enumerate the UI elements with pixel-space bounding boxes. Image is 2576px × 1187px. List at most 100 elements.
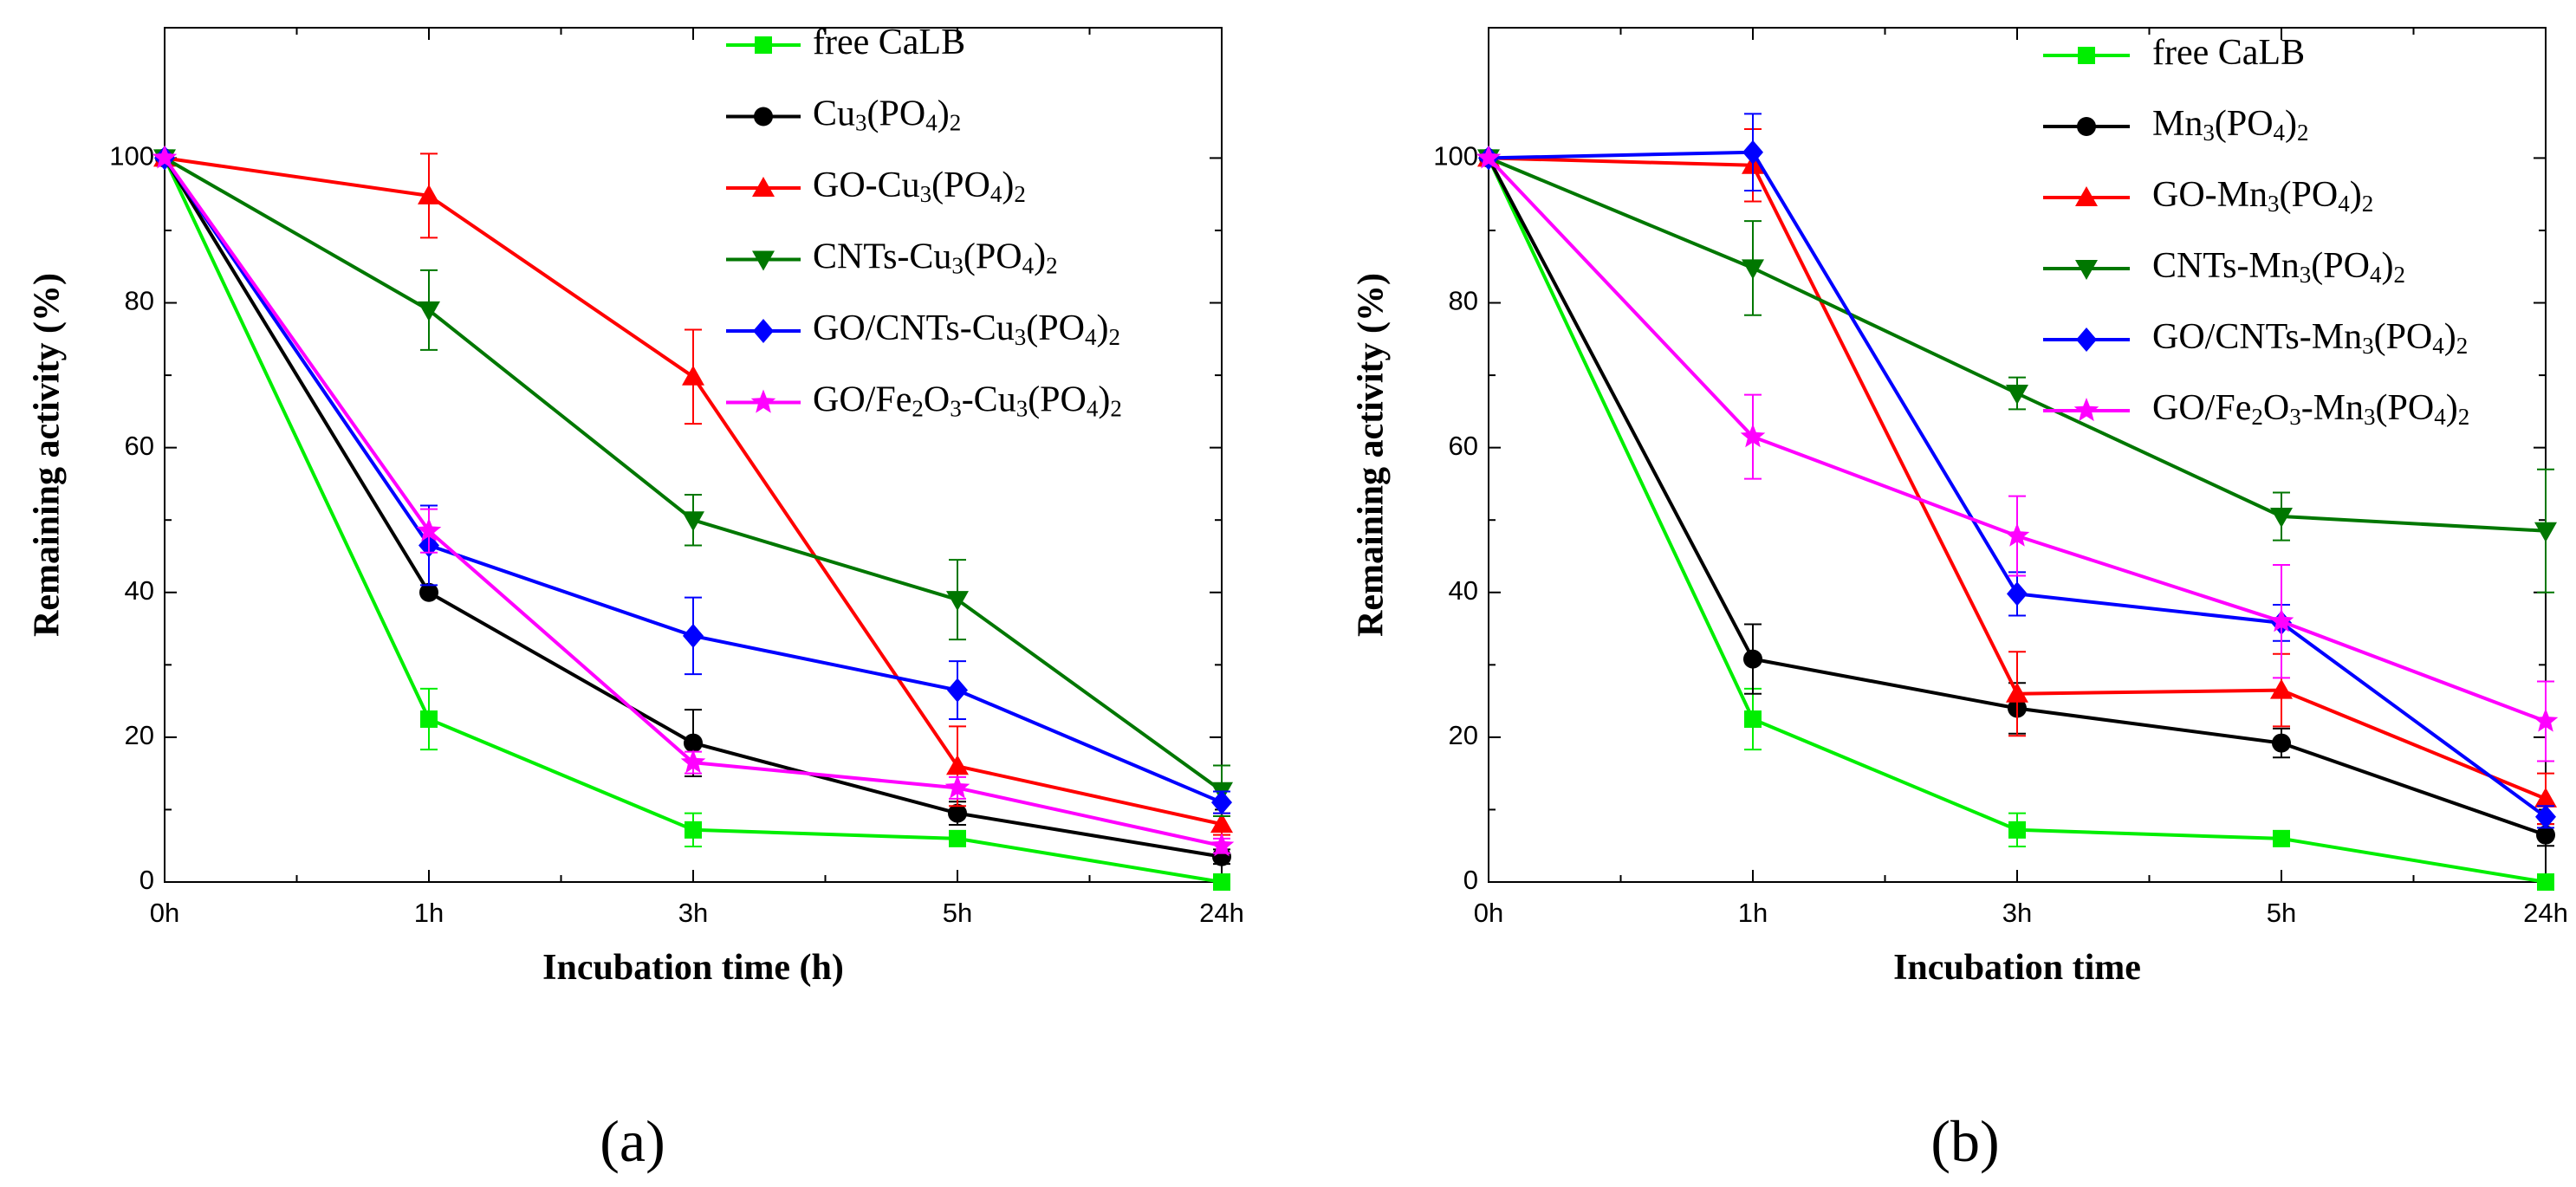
marker-p1-s1-1 <box>1743 649 1762 669</box>
legend-text-part: 3 <box>1015 324 1027 350</box>
chart-panel-a: 0 20 40 60 80 100 0h 1h 3h 5h 24h Incubation time (… <box>28 23 1244 1174</box>
legend-text-part: 2 <box>1108 324 1120 350</box>
legend-text-part: 2 <box>1014 181 1026 207</box>
panel-label: (a) <box>600 1108 665 1174</box>
marker-p1-s3-legend <box>2075 260 2098 280</box>
marker-p1-s2-4 <box>2534 787 2557 808</box>
y-tick-label: 60 <box>125 431 154 461</box>
legend-item: free CaLB <box>726 23 965 62</box>
y-tick-label: 60 <box>1449 431 1478 461</box>
legend-text-part: (PO <box>2311 246 2370 286</box>
legend-item: GO/Fe2O3-Cu3(PO4)2 <box>726 379 1122 422</box>
marker-p1-s3-3 <box>2270 508 2293 529</box>
legend-text-part: (PO <box>2374 317 2433 357</box>
legend-text-part: ) <box>2285 104 2297 144</box>
legend-item: CNTs-Mn3(PO4)2 <box>2043 246 2405 288</box>
marker-p1-s1-3 <box>2272 733 2291 753</box>
y-tick-label: 100 <box>1433 141 1478 172</box>
legend-item: free CaLB <box>2043 33 2305 73</box>
y-tick-label: 20 <box>125 720 154 750</box>
legend-label: free CaLB <box>813 23 965 62</box>
legend-text-part: GO/Fe <box>2152 388 2251 428</box>
x-tick-label: 3h <box>2002 898 2032 928</box>
marker-p1-s4-2 <box>2007 581 2028 606</box>
legend-text-part: 2 <box>2393 262 2405 288</box>
marker-p1-s3-4 <box>2534 522 2557 542</box>
marker-p0-s2-legend <box>752 177 775 197</box>
marker-p1-s2-2 <box>2006 682 2028 703</box>
legend-text-part: GO/CNTs-Mn <box>2152 317 2362 357</box>
legend-text-part: Mn <box>2152 104 2203 144</box>
legend-text-part: (PO <box>2215 104 2274 144</box>
x-tick-label: 0h <box>150 898 179 928</box>
y-tick-label: 80 <box>125 286 154 316</box>
marker-p0-s1-2 <box>684 733 703 753</box>
marker-p0-s1-3 <box>948 803 967 823</box>
legend-label: free CaLB <box>2152 33 2305 73</box>
legend-text-part: -Cu <box>962 379 1016 419</box>
legend-label: GO-Mn3(PO4)2 <box>2152 175 2373 217</box>
marker-p0-s4-2 <box>683 623 704 648</box>
series-line <box>1487 157 2547 723</box>
legend-text-part: 4 <box>925 110 938 136</box>
y-tick-label: 100 <box>109 141 154 172</box>
legend-text-part: 3 <box>2300 262 2312 288</box>
legend-text-part: ) <box>1098 379 1110 419</box>
marker-p1-s5-1 <box>1740 424 1766 448</box>
marker-p0-s2-4 <box>1210 813 1233 833</box>
marker-p1-s5-3 <box>2268 608 2294 632</box>
x-tick-label: 5h <box>2267 898 2296 928</box>
legend-text-part: 4 <box>990 181 1002 207</box>
marker-p0-s3-2 <box>682 511 704 532</box>
marker-p0-s5-1 <box>416 517 442 542</box>
legend-text-part: (PO <box>867 94 926 133</box>
x-tick-label: 5h <box>943 898 972 928</box>
legend-text-part: 4 <box>2338 191 2350 217</box>
legend-item: GO/CNTs-Mn3(PO4)2 <box>2043 317 2468 359</box>
legend-text-part: 3 <box>920 181 932 207</box>
legend-text-part: 2 <box>2458 404 2470 430</box>
marker-p1-s5-2 <box>2004 522 2030 547</box>
legend-text-part: 3 <box>2362 333 2374 359</box>
legend-text-part: 3 <box>950 396 962 422</box>
marker-p1-s4-legend <box>2076 328 2097 352</box>
y-tick-label: 40 <box>1449 575 1478 606</box>
legend-text-part: 2 <box>2297 120 2309 146</box>
legend-text-part: ) <box>1096 308 1108 348</box>
legend-text-part: O <box>924 379 950 419</box>
legend-text-part: (PO <box>1026 308 1085 348</box>
x-axis-title: Incubation time (h) <box>542 948 844 988</box>
legend-label: Cu3(PO4)2 <box>813 94 961 136</box>
legend-label: GO-Cu3(PO4)2 <box>813 165 1026 208</box>
legend-text-part: O <box>2263 388 2289 428</box>
series-GO/Fe2O3-Cu3(PO4)2 <box>152 145 1235 857</box>
marker-p0-s1-1 <box>419 582 438 602</box>
marker-p1-s5-0 <box>1476 145 1502 169</box>
legend-text-part: ) <box>938 94 950 133</box>
marker-p1-s2-3 <box>2270 678 2293 699</box>
legend-item: GO-Cu3(PO4)2 <box>726 165 1026 208</box>
legend-text-part: (PO <box>931 165 990 205</box>
y-axis-title: Remaining activity (%) <box>28 273 68 637</box>
marker-p1-s4-4 <box>2535 804 2556 829</box>
marker-p1-s0-2 <box>2008 821 2026 839</box>
x-tick-label: 24h <box>2523 898 2568 928</box>
legend-text-part: 3 <box>2203 120 2215 146</box>
legend-text-part: ) <box>2444 317 2456 357</box>
legend-item: GO/Fe2O3-Mn3(PO4)2 <box>2043 388 2470 430</box>
chart-panel-b: 0 20 40 60 80 100 0h 1h 3h 5h 24h Incubation time Re… <box>1352 27 2568 1174</box>
marker-p0-s5-2 <box>680 749 706 774</box>
marker-p1-s1-4 <box>2536 825 2555 845</box>
legend-text-part: 2 <box>2251 404 2263 430</box>
marker-p0-s4-3 <box>947 678 968 703</box>
legend-label: GO/CNTs-Cu3(PO4)2 <box>813 308 1120 351</box>
x-tick-label: 1h <box>414 898 444 928</box>
legend-text-part: 3 <box>855 110 867 136</box>
legend-item: CNTs-Cu3(PO4)2 <box>726 237 1058 279</box>
x-axis-title: Incubation time <box>1893 948 2141 988</box>
legend-text-part: free CaLB <box>813 23 965 62</box>
marker-p1-s0-4 <box>2537 873 2554 891</box>
legend-text-part: 4 <box>2434 404 2446 430</box>
legend-text-part: ) <box>2350 175 2362 215</box>
legend-text-part: 4 <box>2274 120 2286 146</box>
